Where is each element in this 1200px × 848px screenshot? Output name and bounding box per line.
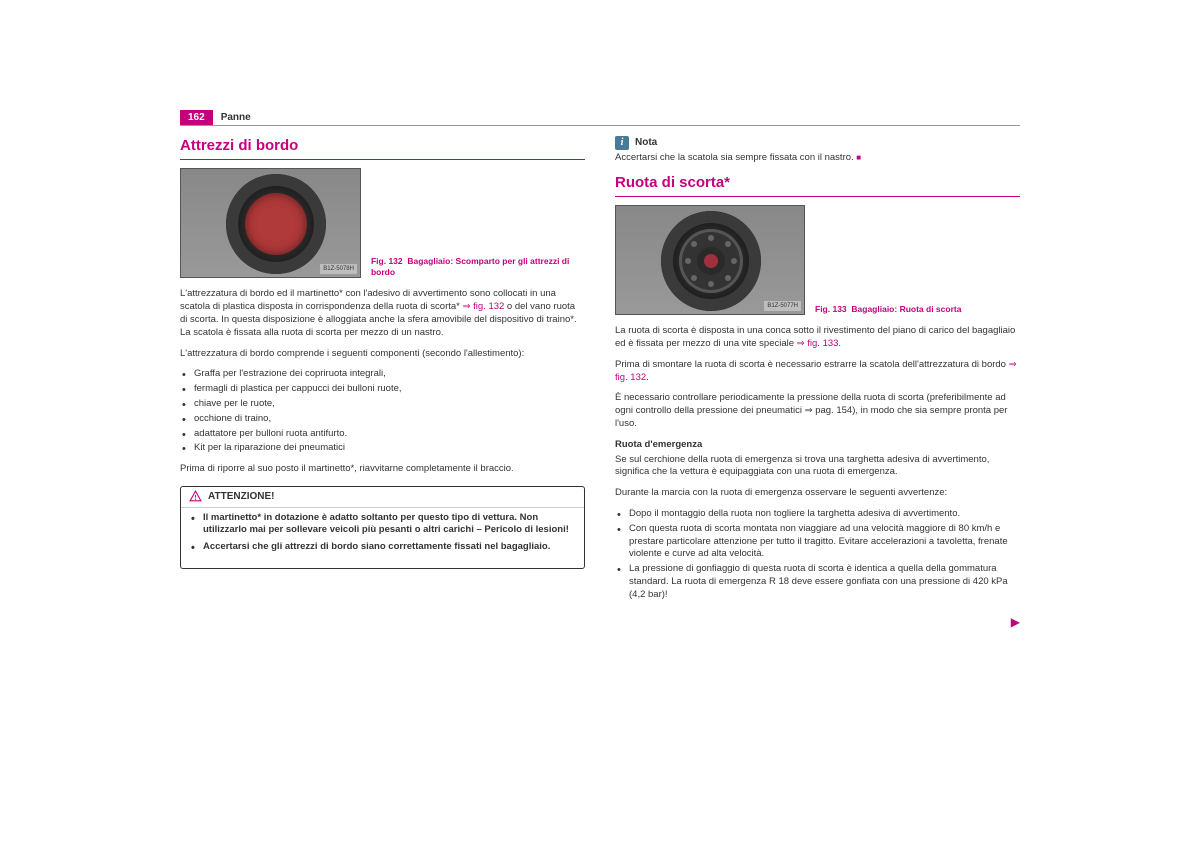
link-fig-133[interactable]: ⇒ fig. 133 (797, 338, 839, 349)
list-item: La pressione di gonfiaggio di questa ruo… (615, 563, 1020, 601)
right-para-1: La ruota di scorta è disposta in una con… (615, 325, 1020, 351)
figure-132-caption: Fig. 132 Bagagliaio: Scomparto per gli a… (371, 256, 585, 278)
figure-133-caption: Fig. 133 Bagagliaio: Ruota di scorta (815, 304, 961, 315)
figure-133-label: B1Z-5077H (764, 301, 801, 311)
list-item: Kit per la riparazione dei pneumatici (180, 442, 585, 455)
figure-133-image: B1Z-5077H (615, 205, 805, 315)
page-number: 162 (180, 110, 213, 125)
heading-attrezzi: Attrezzi di bordo (180, 136, 585, 160)
list-item: Con questa ruota di scorta montata non v… (615, 523, 1020, 561)
manual-page: 162 Panne Attrezzi di bordo B1Z-5078H Fi… (180, 110, 1020, 610)
warning-box: ATTENZIONE! Il martinetto* in dotazione … (180, 486, 585, 569)
link-fig-132[interactable]: ⇒ fig. 132 (463, 301, 505, 312)
note-title: Nota (635, 136, 657, 150)
figure-132-image: B1Z-5078H (180, 168, 361, 278)
right-para-3: È necessario controllare periodicamente … (615, 392, 1020, 430)
list-item: adattatore per bulloni ruota antifurto. (180, 428, 585, 441)
subheading-emergency: Ruota d'emergenza (615, 439, 1020, 452)
list-item: chiave per le ruote, (180, 398, 585, 411)
right-para-4: Se sul cerchione della ruota di emergenz… (615, 454, 1020, 480)
heading-ruota: Ruota di scorta* (615, 173, 1020, 197)
tools-list: Graffa per l'estrazione dei copriruota i… (180, 368, 585, 455)
left-para-3: Prima di riporre al suo posto il martine… (180, 463, 585, 476)
left-para-1: L'attrezzatura di bordo ed il martinetto… (180, 288, 585, 339)
list-item: Graffa per l'estrazione dei copriruota i… (180, 368, 585, 381)
warning-title: ATTENZIONE! (208, 490, 274, 504)
warning-item: Il martinetto* in dotazione è adatto sol… (189, 512, 576, 538)
warning-header: ATTENZIONE! (181, 487, 584, 508)
info-icon: i (615, 136, 629, 150)
list-item: occhione di traino, (180, 413, 585, 426)
list-item: fermagli di plastica per cappucci dei bu… (180, 383, 585, 396)
list-item: Dopo il montaggio della ruota non toglie… (615, 508, 1020, 521)
page-header: 162 Panne (180, 110, 1020, 126)
right-column: i Nota Accertarsi che la scatola sia sem… (615, 136, 1020, 610)
note-text: Accertarsi che la scatola sia sempre fis… (615, 152, 1020, 165)
warning-icon (189, 490, 202, 503)
section-title: Panne (213, 112, 251, 123)
two-column-layout: Attrezzi di bordo B1Z-5078H Fig. 132 Bag… (180, 136, 1020, 610)
left-column: Attrezzi di bordo B1Z-5078H Fig. 132 Bag… (180, 136, 585, 610)
figure-133-prefix: Fig. 133 (815, 304, 847, 314)
link-pag-154[interactable]: ⇒ pag. 154 (805, 405, 853, 416)
right-para-2: Prima di smontare la ruota di scorta è n… (615, 359, 1020, 385)
continue-arrow-icon: ▶ (1011, 614, 1020, 630)
left-para-2: L'attrezzatura di bordo comprende i segu… (180, 348, 585, 361)
figure-133: B1Z-5077H Fig. 133 Bagagliaio: Ruota di … (615, 205, 1020, 315)
figure-133-text: Bagagliaio: Ruota di scorta (851, 304, 961, 314)
emergency-list: Dopo il montaggio della ruota non toglie… (615, 508, 1020, 602)
note-header: i Nota (615, 136, 1020, 150)
warning-item: Accertarsi che gli attrezzi di bordo sia… (189, 541, 576, 554)
warning-body: Il martinetto* in dotazione è adatto sol… (181, 508, 584, 568)
figure-132-prefix: Fig. 132 (371, 256, 403, 266)
figure-132-label: B1Z-5078H (320, 264, 357, 274)
figure-132: B1Z-5078H Fig. 132 Bagagliaio: Scomparto… (180, 168, 585, 278)
end-marker-icon: ■ (856, 153, 861, 162)
right-para-5: Durante la marcia con la ruota di emerge… (615, 487, 1020, 500)
